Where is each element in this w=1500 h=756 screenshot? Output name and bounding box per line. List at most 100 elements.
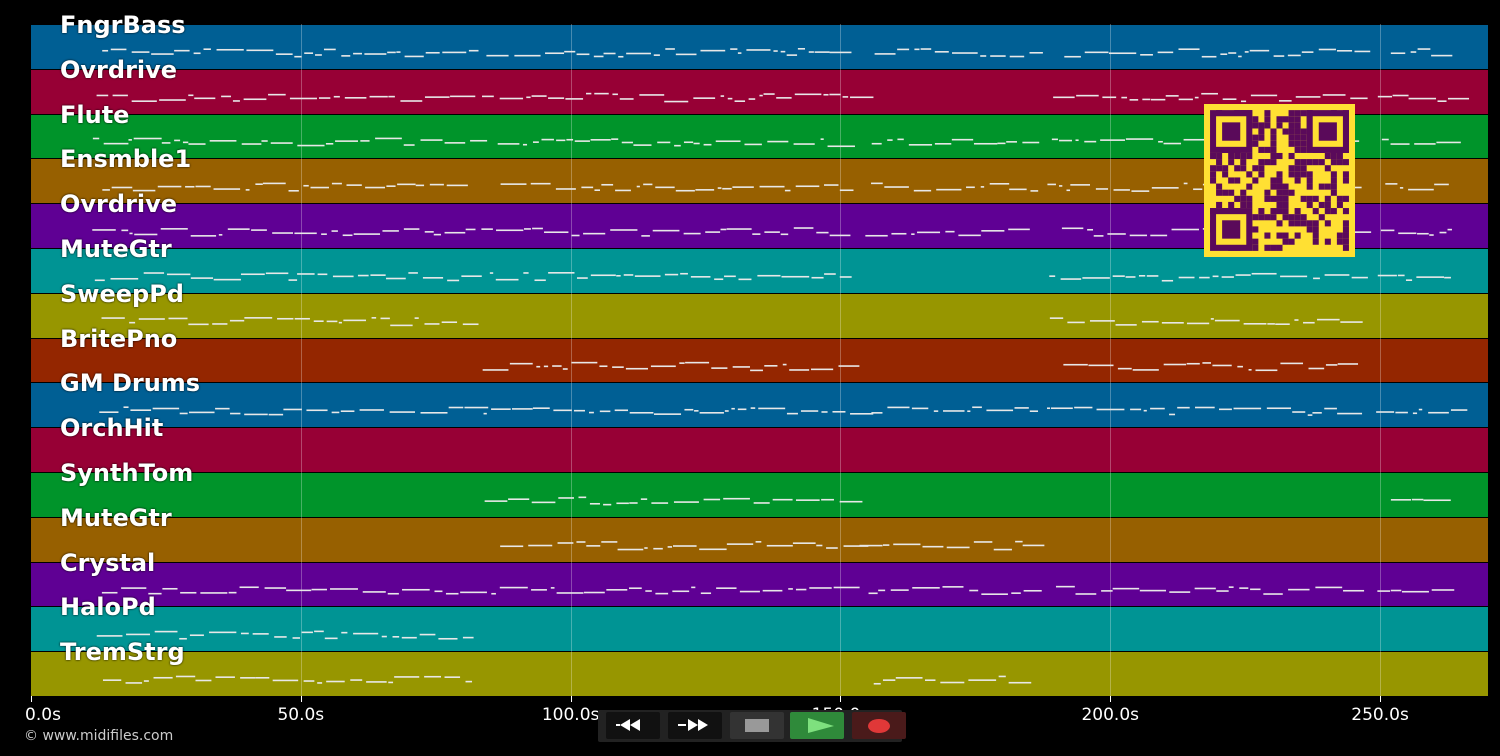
note-mark [330, 588, 358, 590]
track-name-label: Ovrdrive [60, 190, 178, 219]
note-mark [419, 633, 436, 636]
note-mark [603, 52, 616, 55]
note-mark [1214, 319, 1240, 322]
note-mark [1066, 189, 1071, 192]
note-mark [1428, 411, 1449, 414]
record-button[interactable] [852, 712, 906, 739]
note-mark [553, 409, 572, 412]
note-mark [599, 410, 611, 413]
note-mark [653, 54, 660, 56]
note-mark [429, 183, 444, 186]
note-mark [274, 636, 287, 638]
note-mark [424, 323, 440, 325]
note-mark [699, 412, 724, 414]
note-mark [673, 501, 699, 503]
fast-forward-button[interactable] [668, 712, 722, 739]
rewind-icon [616, 719, 640, 731]
note-mark [767, 140, 789, 143]
note-mark [1411, 498, 1424, 501]
note-mark [776, 97, 792, 99]
note-mark [1070, 184, 1091, 186]
rewind-button[interactable] [606, 712, 660, 739]
note-mark [1029, 51, 1043, 54]
note-mark [720, 228, 727, 231]
play-button[interactable] [790, 712, 844, 739]
note-mark [1241, 100, 1247, 103]
transport-controls [598, 710, 906, 742]
note-mark [326, 320, 338, 323]
note-mark [581, 186, 594, 189]
note-mark [1266, 407, 1292, 410]
note-mark [341, 55, 351, 57]
note-mark [693, 142, 700, 145]
note-mark [874, 53, 896, 55]
note-mark [380, 317, 390, 320]
note-mark [1322, 94, 1346, 96]
note-mark [920, 48, 932, 50]
note-mark [1064, 55, 1081, 58]
note-mark [1009, 55, 1025, 58]
note-mark [800, 410, 819, 412]
note-mark [332, 275, 354, 278]
note-mark [827, 145, 855, 148]
note-mark [552, 365, 562, 367]
note-mark [265, 272, 289, 275]
note-mark [821, 498, 834, 501]
track-lane: BritePno [31, 325, 1488, 383]
note-mark [737, 52, 742, 54]
note-mark [359, 409, 384, 411]
note-mark [1390, 589, 1402, 592]
note-mark [530, 182, 551, 185]
note-mark [465, 228, 476, 231]
note-mark [121, 587, 147, 589]
note-mark [92, 137, 100, 140]
note-mark [227, 228, 250, 230]
stop-icon [745, 719, 769, 732]
note-mark [1222, 98, 1237, 101]
note-mark [338, 321, 342, 324]
note-mark [194, 97, 216, 100]
note-mark [574, 140, 590, 142]
note-mark [1405, 279, 1413, 281]
note-mark [1249, 49, 1270, 52]
note-mark [402, 588, 430, 591]
note-mark [297, 273, 315, 275]
note-mark [1301, 51, 1314, 53]
note-mark [764, 365, 778, 367]
note-mark [190, 277, 214, 279]
note-mark [615, 189, 631, 192]
note-mark [780, 50, 786, 53]
note-mark [629, 502, 638, 504]
stop-button[interactable] [730, 712, 784, 739]
note-mark [1131, 190, 1150, 192]
note-mark [1202, 362, 1211, 364]
note-mark [786, 412, 798, 415]
note-mark [497, 143, 520, 145]
note-mark [1417, 48, 1431, 50]
track-name-label: SweepPd [60, 279, 184, 308]
note-mark [511, 408, 533, 410]
note-mark [143, 272, 165, 274]
note-mark [1050, 407, 1073, 410]
note-mark [496, 229, 524, 232]
note-mark [952, 52, 978, 54]
note-mark [1095, 188, 1109, 190]
note-mark [162, 587, 178, 590]
note-mark [131, 51, 150, 53]
note-mark [576, 53, 590, 56]
tick-mark [31, 696, 32, 702]
note-mark [1163, 142, 1182, 145]
note-mark [470, 139, 488, 142]
note-mark [583, 232, 606, 235]
note-mark [723, 497, 750, 500]
note-mark [275, 53, 293, 55]
note-mark [261, 140, 268, 142]
note-mark [634, 275, 661, 277]
note-mark [1139, 589, 1167, 592]
note-mark [462, 323, 479, 326]
note-mark [753, 502, 770, 504]
note-mark [1151, 187, 1179, 189]
note-mark [1117, 367, 1132, 370]
note-mark [795, 499, 820, 501]
track-lane: HaloPd [31, 593, 1488, 652]
